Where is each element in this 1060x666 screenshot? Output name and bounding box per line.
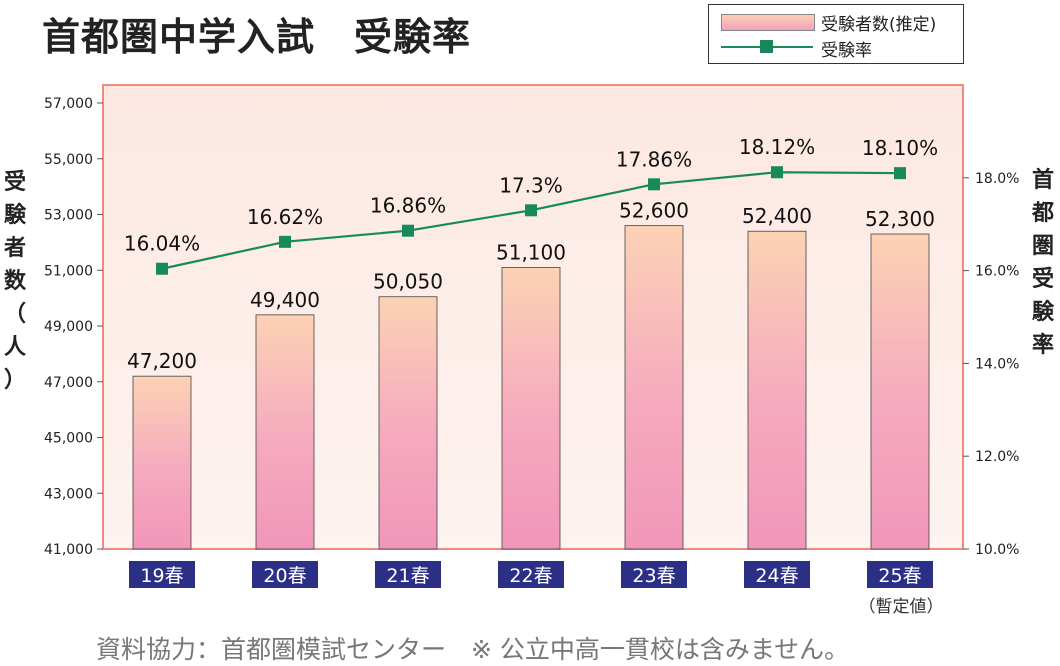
- category-badge: [621, 561, 687, 588]
- left-tick-label: 57,000: [44, 96, 93, 112]
- left-tick-label: 53,000: [44, 208, 93, 224]
- category-badge: [375, 561, 441, 588]
- category-label: 22春: [509, 565, 552, 587]
- bar: [624, 225, 684, 550]
- bar-value-label: 50,050: [373, 270, 443, 294]
- right-tick-label: 16.0%: [975, 264, 1019, 280]
- bar-value-label: 47,200: [127, 349, 197, 373]
- category-badge: [252, 561, 318, 588]
- rate-value-label: 17.86%: [616, 147, 692, 171]
- rate-point: [156, 262, 168, 275]
- right-tick-label: 14.0%: [975, 356, 1019, 372]
- legend-line-label: 受験率: [821, 41, 872, 61]
- bar: [132, 375, 192, 550]
- rate-point: [648, 178, 660, 191]
- bar: [501, 267, 561, 550]
- rate-point: [894, 167, 906, 180]
- legend-bar-label: 受験者数(推定): [821, 15, 937, 35]
- bar: [870, 233, 930, 550]
- legend-item-bar: 受験者数(推定): [709, 9, 963, 35]
- left-tick-label: 45,000: [44, 431, 93, 447]
- left-tick-label: 49,000: [44, 319, 93, 335]
- right-tick-label: 12.0%: [975, 449, 1019, 465]
- category-label: 24春: [755, 565, 798, 587]
- rate-value-label: 16.04%: [124, 232, 200, 256]
- bar-value-label: 52,300: [865, 207, 935, 231]
- category-label: 21春: [386, 565, 429, 587]
- right-axis-title: 首都圏受験率: [1031, 168, 1054, 358]
- rate-value-label: 17.3%: [499, 173, 563, 197]
- left-tick-label: 47,000: [44, 375, 93, 391]
- rate-point: [771, 166, 783, 179]
- provisional-note: （暫定値）: [859, 597, 944, 617]
- rate-value-label: 18.12%: [739, 135, 815, 159]
- bar: [747, 230, 807, 550]
- legend: 受験者数(推定) 受験率: [708, 4, 964, 64]
- rate-point: [279, 235, 291, 248]
- bar-value-label: 52,600: [619, 199, 689, 223]
- category-label: 20春: [263, 565, 306, 587]
- bar-value-label: 51,100: [496, 240, 566, 264]
- legend-bar-swatch: [721, 14, 815, 31]
- category-badge: [867, 561, 933, 588]
- bar: [255, 314, 315, 550]
- category-badge: [129, 561, 195, 588]
- left-tick-label: 55,000: [44, 152, 93, 168]
- category-label: 23春: [632, 565, 675, 587]
- rate-value-label: 18.10%: [862, 136, 938, 160]
- left-tick-label: 41,000: [44, 542, 93, 558]
- bar-value-label: 49,400: [250, 288, 320, 312]
- footnote: 資料協力：首都圏模試センター ※ 公立中高一貫校は含みません。: [96, 635, 850, 664]
- category-badge: [498, 561, 564, 588]
- left-tick-label: 43,000: [44, 486, 93, 502]
- legend-item-line: 受験率: [709, 35, 963, 61]
- right-tick-label: 10.0%: [975, 542, 1019, 558]
- category-badge: [744, 561, 810, 588]
- left-axis-title: 受験者数（人）: [3, 170, 26, 393]
- right-tick-label: 18.0%: [975, 171, 1019, 187]
- rate-point: [402, 224, 414, 237]
- category-label: 19春: [140, 565, 183, 587]
- legend-line-marker: [760, 40, 773, 53]
- rate-value-label: 16.62%: [247, 205, 323, 229]
- rate-point: [525, 204, 537, 217]
- chart-title: 首都圏中学入試 受験率: [42, 15, 472, 59]
- left-tick-label: 51,000: [44, 263, 93, 279]
- bar: [378, 296, 438, 550]
- bar-value-label: 52,400: [742, 204, 812, 228]
- rate-value-label: 16.86%: [370, 194, 446, 218]
- category-label: 25春: [878, 565, 921, 587]
